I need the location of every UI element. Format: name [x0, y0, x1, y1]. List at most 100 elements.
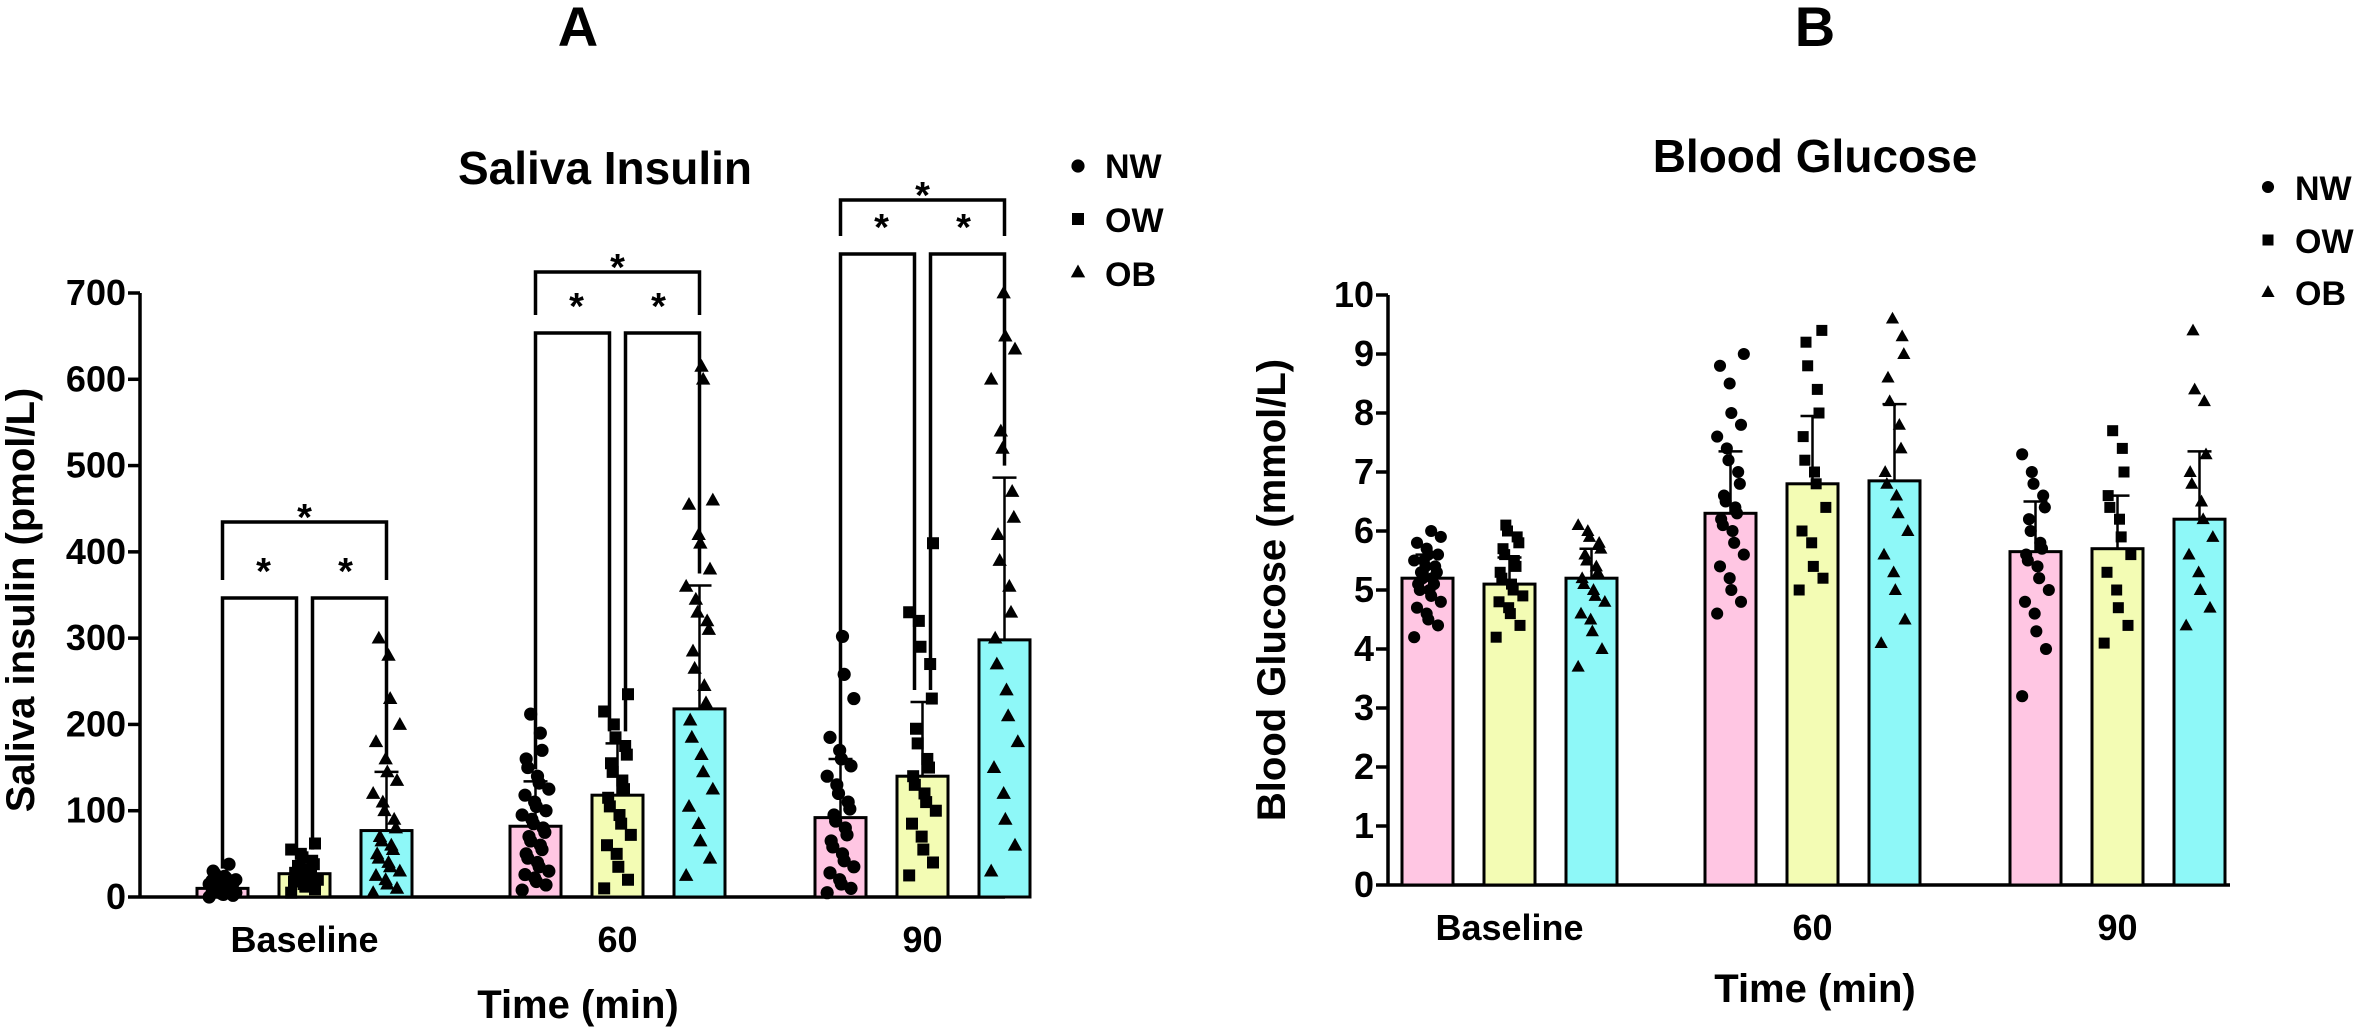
data-point-ob [699, 613, 715, 627]
data-point-ow [2098, 637, 2110, 649]
data-point-ow [1494, 566, 1506, 578]
data-point-ow [1506, 578, 1517, 590]
data-point-ob [705, 781, 721, 795]
legend-marker-ob [1070, 264, 1086, 278]
significance-bracket [220, 520, 389, 580]
x-category-label: Baseline [230, 919, 378, 960]
data-point-ow [285, 843, 298, 856]
data-point-ob [681, 798, 697, 812]
data-point-ob [702, 850, 718, 864]
y-tick-label: 100 [66, 790, 126, 831]
data-point-ob [1889, 488, 1904, 501]
data-point-ob [1580, 553, 1594, 566]
data-point-ow [2101, 566, 2113, 578]
data-point-ob [693, 833, 708, 847]
data-point-ow [610, 847, 623, 860]
data-point-nw [1737, 548, 1750, 561]
legend-label-ob: OB [1105, 256, 1156, 294]
data-point-ob [685, 643, 701, 657]
data-point-nw [844, 759, 858, 773]
data-point-nw [1734, 595, 1748, 608]
data-point-ob [1004, 484, 1020, 497]
bar-nw-60 [1703, 511, 1758, 887]
legend-label-nw: NW [1105, 148, 1163, 186]
data-point-ob [1901, 524, 1915, 536]
data-point-nw [1408, 554, 1421, 567]
data-point-ow [598, 882, 611, 895]
data-point-ob [2183, 465, 2197, 477]
data-point-ow [2115, 531, 2127, 543]
x-category-label: 90 [2097, 907, 2137, 948]
data-point-ob [1581, 524, 1595, 536]
data-point-ob [1589, 559, 1603, 572]
data-point-ob [992, 553, 1007, 566]
data-point-ow [624, 828, 637, 841]
data-point-ow [2125, 549, 2137, 561]
data-point-ob [377, 803, 392, 817]
significance-bracket [533, 331, 612, 770]
data-point-ob [1885, 311, 1900, 324]
data-point-nw [1408, 631, 1421, 644]
data-point-nw [1420, 607, 1433, 620]
data-point-nw [535, 743, 549, 757]
data-point-ob [1891, 506, 1905, 519]
significance-bracket [310, 596, 389, 850]
data-point-ow [1493, 596, 1505, 608]
data-point-ow [929, 804, 942, 817]
significance-bracket [623, 331, 702, 732]
data-point-ob [365, 885, 381, 899]
data-point-ob [1586, 583, 1601, 595]
significance-bracket [533, 270, 702, 315]
data-point-ow [1811, 383, 1823, 395]
data-point-ob [2188, 382, 2202, 395]
data-point-nw [1711, 607, 1724, 620]
data-point-nw [1410, 536, 1424, 549]
data-point-ow [910, 722, 922, 735]
data-point-ow [619, 740, 632, 752]
data-point-ob [2194, 494, 2209, 507]
data-point-nw [835, 847, 850, 861]
y-tick-label: 9 [1354, 333, 1374, 374]
data-point-nw [838, 821, 852, 835]
legend-marker-nw [1071, 159, 1085, 173]
bar-ow-90 [2090, 547, 2145, 887]
data-point-nw [528, 795, 542, 809]
data-point-nw [519, 847, 533, 861]
data-point-ob [368, 867, 384, 881]
data-point-nw [2038, 501, 2051, 514]
x-category-label: Baseline [1435, 907, 1583, 948]
data-point-ob [1898, 612, 1912, 625]
legend-label-ow: OW [2295, 223, 2354, 261]
y-tick-label: 5 [1354, 569, 1374, 610]
data-point-nw [1420, 542, 1433, 555]
legend-marker-ow [1072, 213, 1084, 225]
data-point-ob [687, 660, 702, 674]
data-point-nw [1434, 530, 1447, 543]
data-point-ob [388, 820, 404, 834]
data-point-nw [542, 782, 556, 796]
data-point-ob [983, 863, 999, 877]
data-point-ob [1007, 341, 1023, 355]
data-point-ob [380, 764, 395, 778]
data-point-ow [1816, 324, 1828, 336]
data-point-nw [841, 795, 855, 809]
data-point-ow [1807, 560, 1819, 572]
data-point-ob [392, 863, 408, 877]
data-point-ob [999, 682, 1014, 696]
significance-star: * [569, 286, 584, 328]
data-point-nw [515, 808, 529, 822]
bar-ob-90 [977, 638, 1032, 899]
data-point-ow [1514, 619, 1526, 631]
data-point-ob [2192, 565, 2206, 578]
data-point-ob [365, 786, 381, 799]
data-point-nw [2042, 583, 2055, 597]
legend-label-ob: OB [2295, 275, 2346, 313]
data-point-nw [2020, 548, 2033, 561]
panel-letter-b: B [1795, 0, 1835, 58]
saliva-insulin-chart: Saliva Insulin Time (min) Saliva insulin… [0, 142, 1164, 1027]
data-point-ob [2186, 323, 2200, 336]
y-axis-label: Saliva insulin (pmol/L) [0, 388, 43, 813]
data-point-ow [1511, 531, 1523, 543]
data-point-ow [309, 883, 321, 896]
